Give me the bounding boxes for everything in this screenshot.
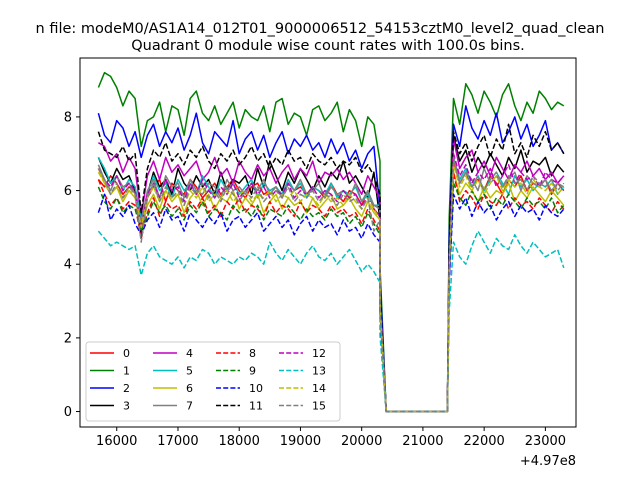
- legend-box: [85, 341, 341, 422]
- legend-label: 2: [123, 382, 130, 395]
- y-tick-label: 4: [64, 258, 72, 273]
- legend-label: 4: [186, 347, 193, 360]
- y-tick-label: 0: [64, 405, 72, 420]
- series-line-4: [98, 138, 565, 413]
- legend-label: 11: [249, 400, 263, 413]
- legend-item-2[interactable]: 2: [90, 382, 130, 395]
- legend-label: 12: [312, 347, 326, 360]
- legend-item-12[interactable]: 12: [279, 347, 326, 360]
- x-offset-label: +4.97e8: [520, 454, 576, 469]
- series-line-13: [97, 230, 565, 413]
- legend-label: 9: [249, 365, 256, 378]
- legend-item-1[interactable]: 1: [90, 365, 130, 378]
- legend-label: 15: [312, 400, 326, 413]
- x-tick-label: 18000: [219, 434, 260, 449]
- series-line-9: [97, 182, 565, 413]
- legend-item-4[interactable]: 4: [153, 347, 193, 360]
- legend-label: 10: [249, 382, 263, 395]
- legend-item-10[interactable]: 10: [216, 382, 263, 395]
- legend-item-13[interactable]: 13: [279, 365, 326, 378]
- x-tick-label: 21000: [402, 434, 443, 449]
- legend-item-14[interactable]: 14: [279, 382, 326, 395]
- series-line-12: [97, 152, 565, 413]
- legend-item-3[interactable]: 3: [90, 400, 130, 413]
- legend-label: 7: [186, 400, 193, 413]
- legend-item-7[interactable]: 7: [153, 400, 193, 413]
- series-line-10: [97, 193, 565, 413]
- series-line-2: [97, 105, 565, 413]
- legend-label: 13: [312, 365, 326, 378]
- x-tick-label: 19000: [280, 434, 321, 449]
- series-line-11: [97, 123, 565, 413]
- legend-label: 0: [123, 347, 130, 360]
- x-tick-label: 17000: [157, 434, 198, 449]
- x-tick-label: 16000: [96, 434, 137, 449]
- y-tick-label: 6: [64, 184, 72, 199]
- x-tick-label: 22000: [463, 434, 504, 449]
- x-tick-label: 20000: [341, 434, 382, 449]
- legend-item-5[interactable]: 5: [153, 365, 193, 378]
- legend-label: 3: [123, 400, 130, 413]
- series-line-1: [97, 71, 565, 413]
- series-line-6: [97, 168, 565, 413]
- x-tick-label: 23000: [525, 434, 566, 449]
- series-line-8: [97, 171, 565, 413]
- legend-label: 6: [186, 382, 193, 395]
- legend-item-15[interactable]: 15: [279, 400, 326, 413]
- chart-title: Quadrant 0 module wise count rates with …: [131, 38, 525, 54]
- axes-frame: [79, 57, 577, 428]
- legend-item-11[interactable]: 11: [216, 400, 263, 413]
- legend-label: 14: [312, 382, 326, 395]
- legend-label: 1: [123, 365, 130, 378]
- y-axis: 0 2 4 6 8: [64, 110, 80, 420]
- legend-item-9[interactable]: 9: [216, 365, 256, 378]
- series-line-3: [97, 134, 565, 413]
- legend-item-0[interactable]: 0: [90, 347, 130, 360]
- figure-suptitle: n file: modeM0/AS1A14_012T01_9000006512_…: [36, 21, 605, 37]
- legend-item-6[interactable]: 6: [153, 382, 193, 395]
- y-tick-label: 8: [64, 110, 72, 125]
- legend-label: 8: [249, 347, 256, 360]
- x-axis: 16000 17000 18000 19000 20000 21000 22000 23000: [96, 427, 566, 449]
- legend-label: 5: [186, 365, 193, 378]
- series-line-15: [97, 156, 565, 413]
- y-tick-label: 2: [64, 331, 72, 346]
- series-line-14: [97, 164, 565, 413]
- legend-item-8[interactable]: 8: [216, 347, 256, 360]
- plot-lines: [97, 71, 565, 413]
